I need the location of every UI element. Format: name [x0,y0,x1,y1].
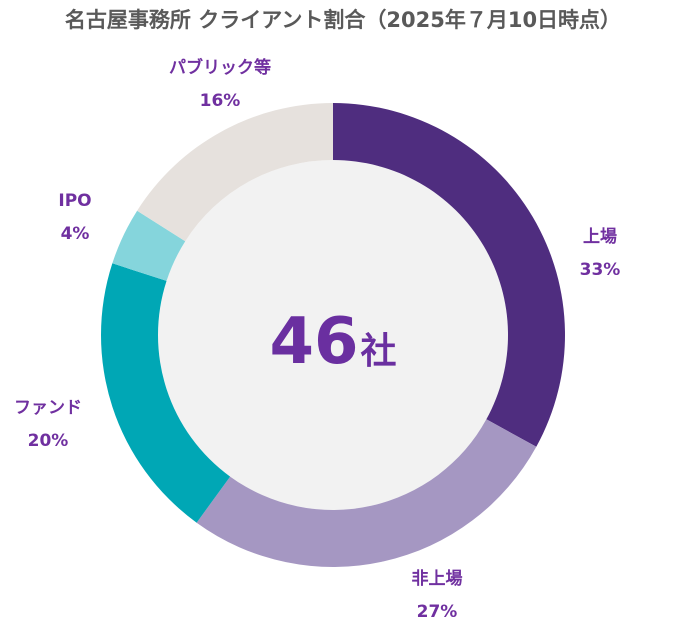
donut-slices [101,103,565,568]
slice-percent-1: 27% [417,602,458,622]
slice-percent-3: 4% [61,224,90,244]
slice-label-4: パブリック等 [169,57,271,78]
slice-labels: 上場 33% 非上場 27% ファンド 20% IPO 4% パブリック等 16% [14,57,620,622]
donut-slice-0 [333,103,565,447]
donut-slice-3 [112,210,186,281]
slice-label-3: IPO [58,191,91,211]
donut-slice-1 [196,419,537,568]
slice-percent-4: 16% [200,91,241,111]
slice-percent-0: 33% [580,260,621,280]
donut-slice-2 [101,263,231,523]
slice-label-0: 上場 [583,227,617,247]
donut-slice-4 [137,103,333,242]
donut-center-disc [158,160,508,510]
slice-label-1: 非上場 [412,568,463,589]
center-count-unit: 社 [361,331,397,372]
center-count-value: 46 [269,305,358,379]
slice-label-2: ファンド [14,398,82,418]
center-count: 46社 [269,305,396,379]
slice-percent-2: 20% [28,431,69,451]
chart-title: 名古屋事務所 クライアント割合（2025年７月10日時点） [64,8,622,32]
